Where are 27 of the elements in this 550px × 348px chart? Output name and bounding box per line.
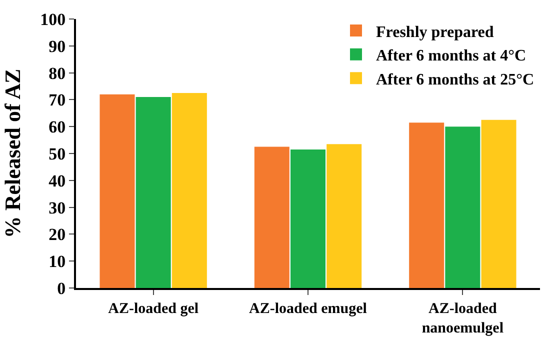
y-tick-label: 0 — [57, 278, 66, 298]
bar — [172, 92, 207, 288]
y-tick-label: 10 — [48, 252, 66, 272]
legend-label: After 6 months at 25°C — [376, 71, 534, 88]
bar — [326, 144, 362, 288]
legend-label: Freshly prepared — [376, 24, 494, 41]
y-tick-label: 70 — [48, 90, 66, 110]
y-tick-label: 90 — [48, 36, 66, 56]
bar — [254, 146, 290, 288]
y-tick-label: 100 — [40, 10, 66, 29]
bar — [409, 122, 444, 288]
y-tick-label: 50 — [48, 144, 66, 164]
bar — [290, 149, 326, 288]
y-tick-label: 80 — [48, 64, 66, 83]
y-tick-label: 20 — [48, 225, 66, 244]
bar — [445, 126, 480, 288]
bar — [100, 94, 135, 288]
y-tick-label: 30 — [48, 198, 66, 218]
bar — [136, 97, 171, 288]
x-tick-label: AZ-loaded nanoemulgel — [422, 301, 504, 336]
y-tick-label: 40 — [48, 171, 66, 190]
y-tick-label: 60 — [48, 118, 66, 137]
y-axis-title: % Released of AZ — [0, 68, 25, 238]
bar — [481, 120, 516, 288]
x-tick-label: AZ-loaded emugel — [249, 301, 367, 317]
legend-label: After 6 months at 4°C — [376, 48, 526, 65]
x-tick-label: AZ-loaded gel — [108, 301, 199, 317]
